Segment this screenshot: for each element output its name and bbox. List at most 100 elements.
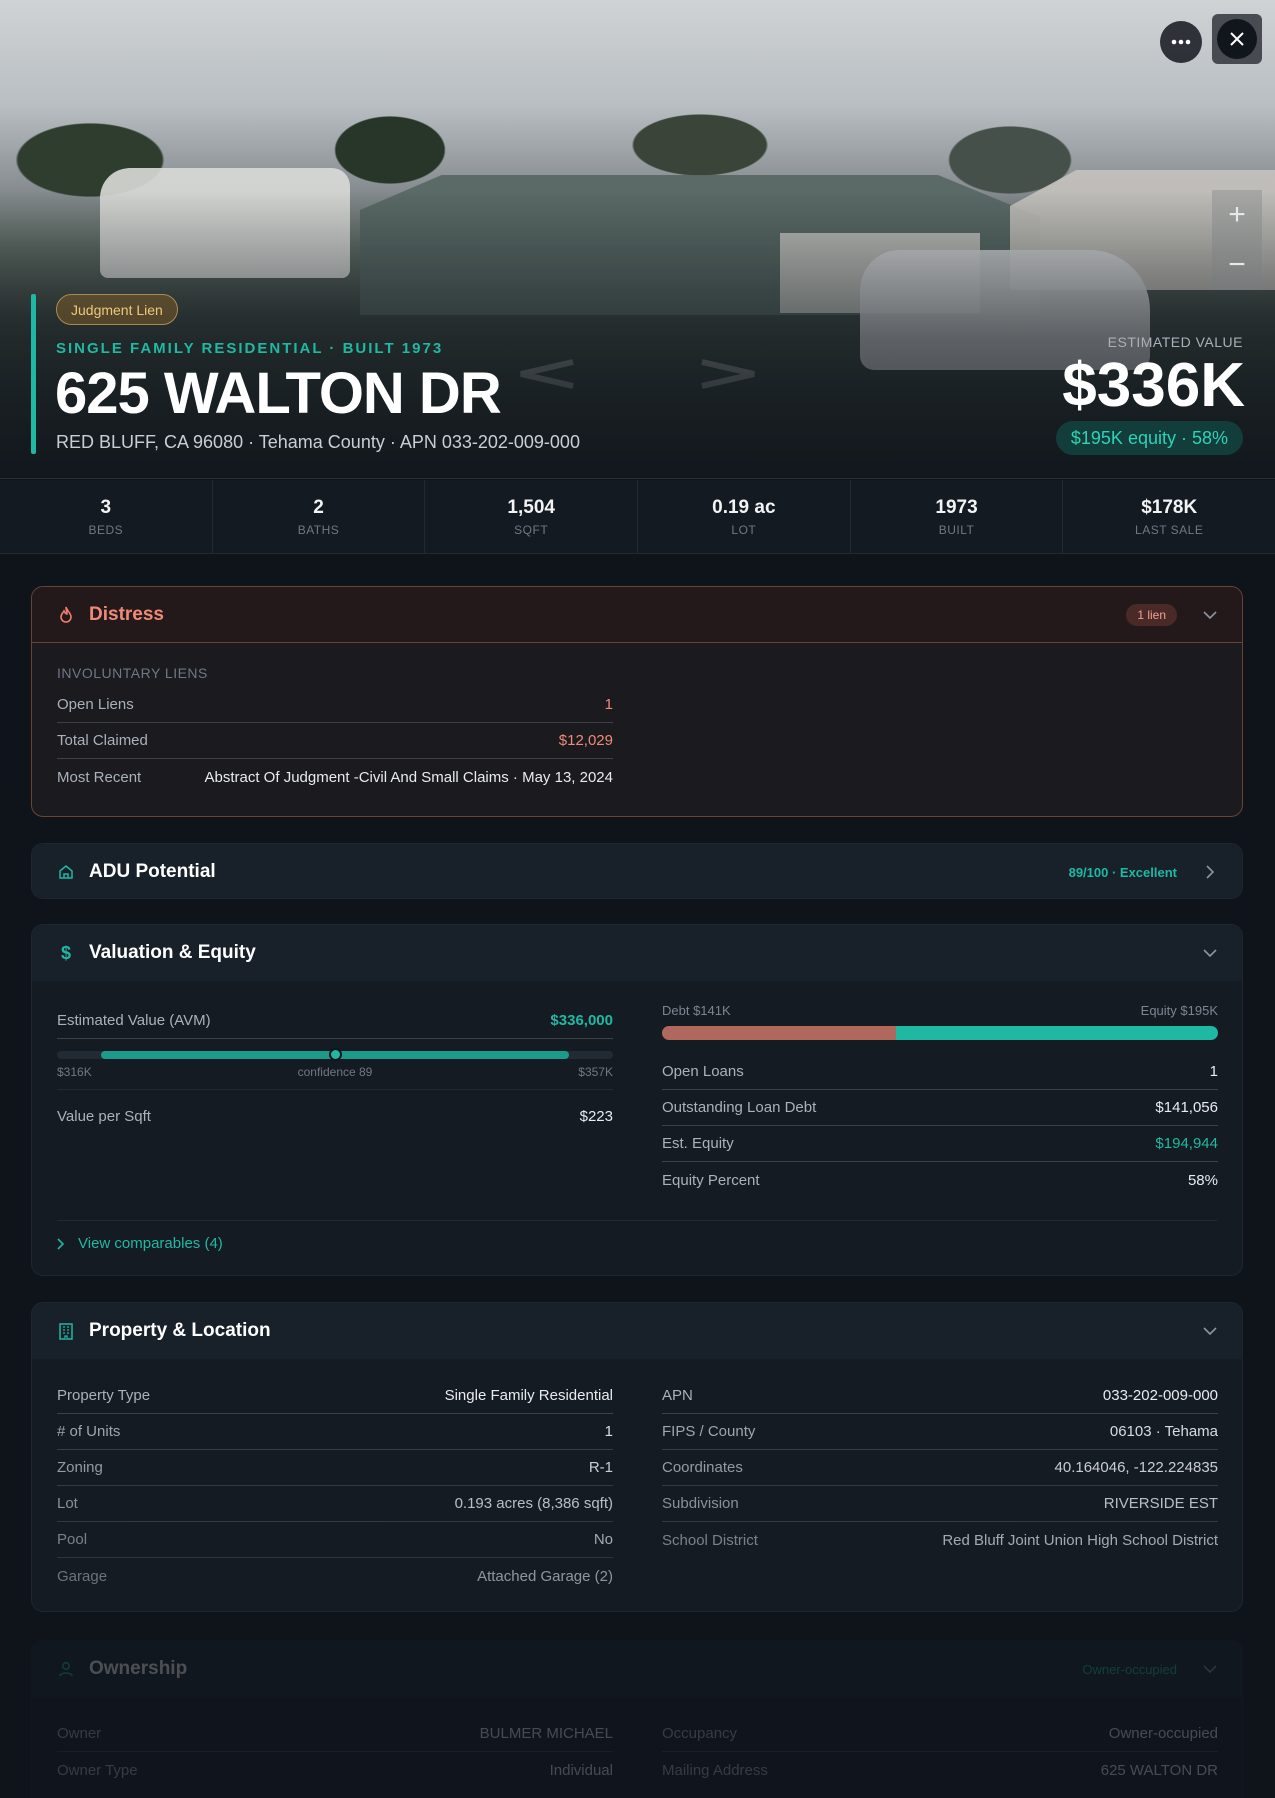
debt-equity-labels: Debt $141K Equity $195K xyxy=(662,1003,1218,1018)
row-key: Owner Type xyxy=(57,1761,138,1779)
view-comparables-label: View comparables (4) xyxy=(78,1235,223,1252)
row-value: RIVERSIDE EST xyxy=(1103,1495,1218,1512)
estimated-value-label: ESTIMATED VALUE xyxy=(1107,334,1243,350)
close-button[interactable] xyxy=(1212,14,1262,64)
chevron-down-icon[interactable] xyxy=(1203,946,1217,960)
row-value: 40.164046, -122.224835 xyxy=(1054,1459,1218,1476)
ownership-card: Ownership Owner-occupied Owner BULMER MIC… xyxy=(31,1640,1243,1798)
avm-high-label: $357K xyxy=(578,1065,613,1079)
debt-equity-bar xyxy=(662,1026,1218,1040)
valuation-header[interactable]: $ Valuation & Equity xyxy=(32,925,1242,981)
zoom-in-button[interactable]: + xyxy=(1212,190,1262,240)
lien-count-badge: 1 lien xyxy=(1126,603,1177,626)
stat-label: BATHS xyxy=(297,522,340,537)
row-key: Zoning xyxy=(57,1459,103,1476)
est-equity-row: Est. Equity $194,944 xyxy=(662,1126,1218,1162)
stat-beds: 3 BEDS xyxy=(0,480,213,553)
avm-range-labels: $316K confidence 89 $357K xyxy=(57,1065,613,1079)
row-value: Abstract Of Judgment -Civil And Small Cl… xyxy=(204,768,614,786)
property-type-row: Property Type Single Family Residential xyxy=(57,1378,613,1414)
property-address-title: 625 WALTON DR xyxy=(55,361,502,426)
stat-value: 2 xyxy=(313,496,324,518)
stats-bar: 3 BEDS 2 BATHS 1,504 SQFT 0.19 ac LOT 1973 BU… xyxy=(0,480,1275,554)
equity-label: Equity $195K xyxy=(1140,1003,1218,1018)
zoom-out-button[interactable]: − xyxy=(1212,240,1262,290)
row-key: Total Claimed xyxy=(57,732,148,749)
row-key: Estimated Value (AVM) xyxy=(57,1012,211,1029)
garage-row: Garage Attached Garage (2) xyxy=(57,1558,613,1594)
coordinates-row: Coordinates 40.164046, -122.224835 xyxy=(662,1450,1218,1486)
row-key: Mailing Address xyxy=(662,1761,768,1779)
property-right-column: APN 033-202-009-000 FIPS / County 06103 · … xyxy=(662,1378,1218,1558)
value-per-sqft-row: Value per Sqft $223 xyxy=(57,1090,613,1142)
avm-row: Estimated Value (AVM) $336,000 xyxy=(57,1003,613,1039)
valuation-equity-card: $ Valuation & Equity Estimated Value (AV… xyxy=(31,924,1243,1276)
hero-gradient-overlay xyxy=(0,0,1275,478)
user-icon xyxy=(57,1660,75,1678)
stat-baths: 2 BATHS xyxy=(213,480,426,553)
debt-segment xyxy=(662,1026,896,1040)
row-value: No xyxy=(593,1531,613,1548)
property-header[interactable]: Property & Location xyxy=(32,1303,1242,1359)
owner-type-row: Owner Type Individual xyxy=(57,1752,613,1788)
stat-label: LAST SALE xyxy=(1135,522,1204,537)
row-key: Subdivision xyxy=(662,1495,739,1512)
row-key: Coordinates xyxy=(662,1459,743,1476)
flame-icon xyxy=(57,606,75,624)
more-options-button[interactable] xyxy=(1160,21,1202,63)
property-location-card: Property & Location Property Type Single … xyxy=(31,1302,1243,1612)
stat-lot: 0.19 ac LOT xyxy=(638,480,851,553)
dollar-icon: $ xyxy=(60,942,71,963)
row-key: Open Liens xyxy=(57,696,134,713)
chevron-down-icon[interactable] xyxy=(1203,1662,1217,1676)
chevron-right-icon[interactable] xyxy=(1203,865,1217,879)
property-title: Property & Location xyxy=(89,1320,271,1341)
adu-header[interactable]: ADU Potential 89/100 · Excellent xyxy=(32,844,1242,898)
view-comparables-button[interactable]: View comparables (4) xyxy=(57,1235,223,1252)
adu-title: ADU Potential xyxy=(89,861,216,882)
row-value: 1 xyxy=(604,1423,613,1440)
open-liens-row: Open Liens 1 xyxy=(57,687,613,723)
row-value: 0.193 acres (8,386 sqft) xyxy=(454,1495,613,1512)
row-key: Pool xyxy=(57,1531,88,1548)
row-key: Occupancy xyxy=(662,1725,738,1742)
ownership-right-column: Occupancy Owner-occupied Mailing Address 6… xyxy=(662,1716,1218,1788)
row-value: 06103 · Tehama xyxy=(1109,1423,1218,1440)
units-row: # of Units 1 xyxy=(57,1414,613,1450)
row-value: $12,029 xyxy=(558,732,613,749)
valuation-title: Valuation & Equity xyxy=(89,942,256,963)
row-key: Equity Percent xyxy=(662,1171,760,1189)
ownership-title: Ownership xyxy=(89,1658,188,1679)
home-icon xyxy=(57,863,75,881)
stat-built: 1973 BUILT xyxy=(851,480,1064,553)
row-value: $336,000 xyxy=(550,1012,613,1029)
row-key: Garage xyxy=(57,1567,108,1585)
chevron-down-icon[interactable] xyxy=(1203,608,1217,622)
property-type-subtitle: SINGLE FAMILY RESIDENTIAL · BUILT 1973 xyxy=(56,340,444,357)
row-value: $141,056 xyxy=(1155,1099,1218,1116)
stat-value: 1,504 xyxy=(507,496,555,518)
judgment-lien-badge: Judgment Lien xyxy=(56,294,178,325)
debt-label: Debt $141K xyxy=(662,1003,731,1018)
stat-value: 1973 xyxy=(935,496,978,518)
stat-value: $178K xyxy=(1141,496,1198,518)
row-value: 625 WALTON DR xyxy=(1100,1761,1218,1779)
adu-score: 89/100 · Excellent xyxy=(1068,864,1177,880)
ownership-left-column: Owner BULMER MICHAEL Owner Type Individual xyxy=(57,1716,613,1788)
distress-header[interactable]: Distress 1 lien xyxy=(32,587,1242,643)
stat-value: 3 xyxy=(100,496,112,518)
chevron-down-icon[interactable] xyxy=(1203,1324,1217,1338)
apn-row: APN 033-202-009-000 xyxy=(662,1378,1218,1414)
debt-equity-column: Debt $141K Equity $195K Open Loans 1 Outs… xyxy=(662,1003,1218,1198)
adu-potential-card[interactable]: ADU Potential 89/100 · Excellent xyxy=(31,843,1243,899)
stat-label: BEDS xyxy=(88,522,124,537)
lot-row: Lot 0.193 acres (8,386 sqft) xyxy=(57,1486,613,1522)
ownership-header[interactable]: Ownership Owner-occupied xyxy=(32,1641,1242,1697)
stat-label: LOT xyxy=(731,522,757,537)
avm-low-label: $316K xyxy=(57,1065,92,1079)
row-key: Property Type xyxy=(57,1387,151,1404)
row-key: Owner xyxy=(57,1725,102,1742)
row-key: Open Loans xyxy=(662,1063,744,1080)
stat-label: BUILT xyxy=(938,522,975,537)
row-value: 1 xyxy=(604,696,613,713)
